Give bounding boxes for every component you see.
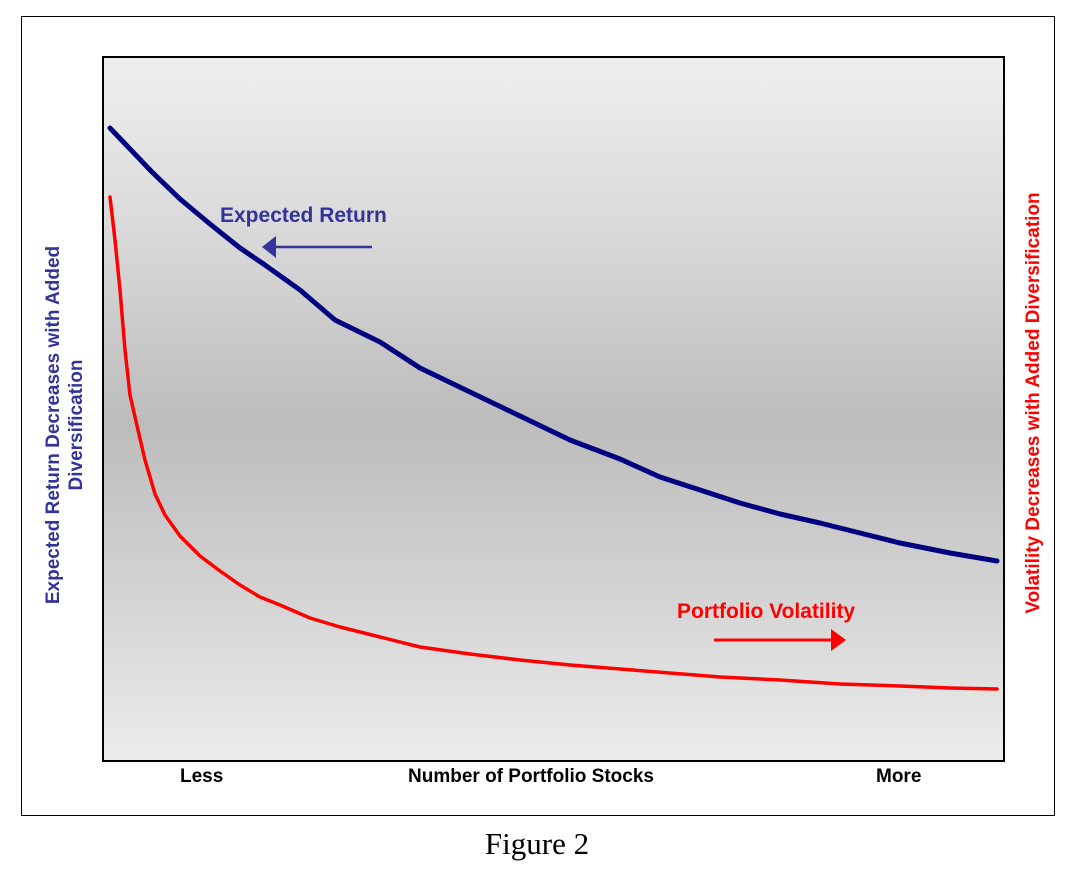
expected-return-arrow-icon <box>262 236 372 258</box>
plot-area <box>102 56 1005 762</box>
portfolio-volatility-annotation: Portfolio Volatility <box>677 600 856 623</box>
expected-return-annotation: Expected Return <box>220 204 387 227</box>
y-axis-left-label: Expected Return Decreases with Added Div… <box>43 245 87 605</box>
x-tick-more: More <box>876 766 922 787</box>
portfolio-volatility-arrow-icon <box>714 629 846 651</box>
x-axis-label: Number of Portfolio Stocks <box>408 766 654 787</box>
x-tick-less: Less <box>180 766 224 787</box>
portfolio-volatility-line <box>108 195 999 691</box>
figure-caption: Figure 2 <box>484 826 590 861</box>
y-axis-right-label: Volatility Decreases with Added Diversif… <box>1023 192 1044 614</box>
expected-return-line <box>107 125 1000 564</box>
